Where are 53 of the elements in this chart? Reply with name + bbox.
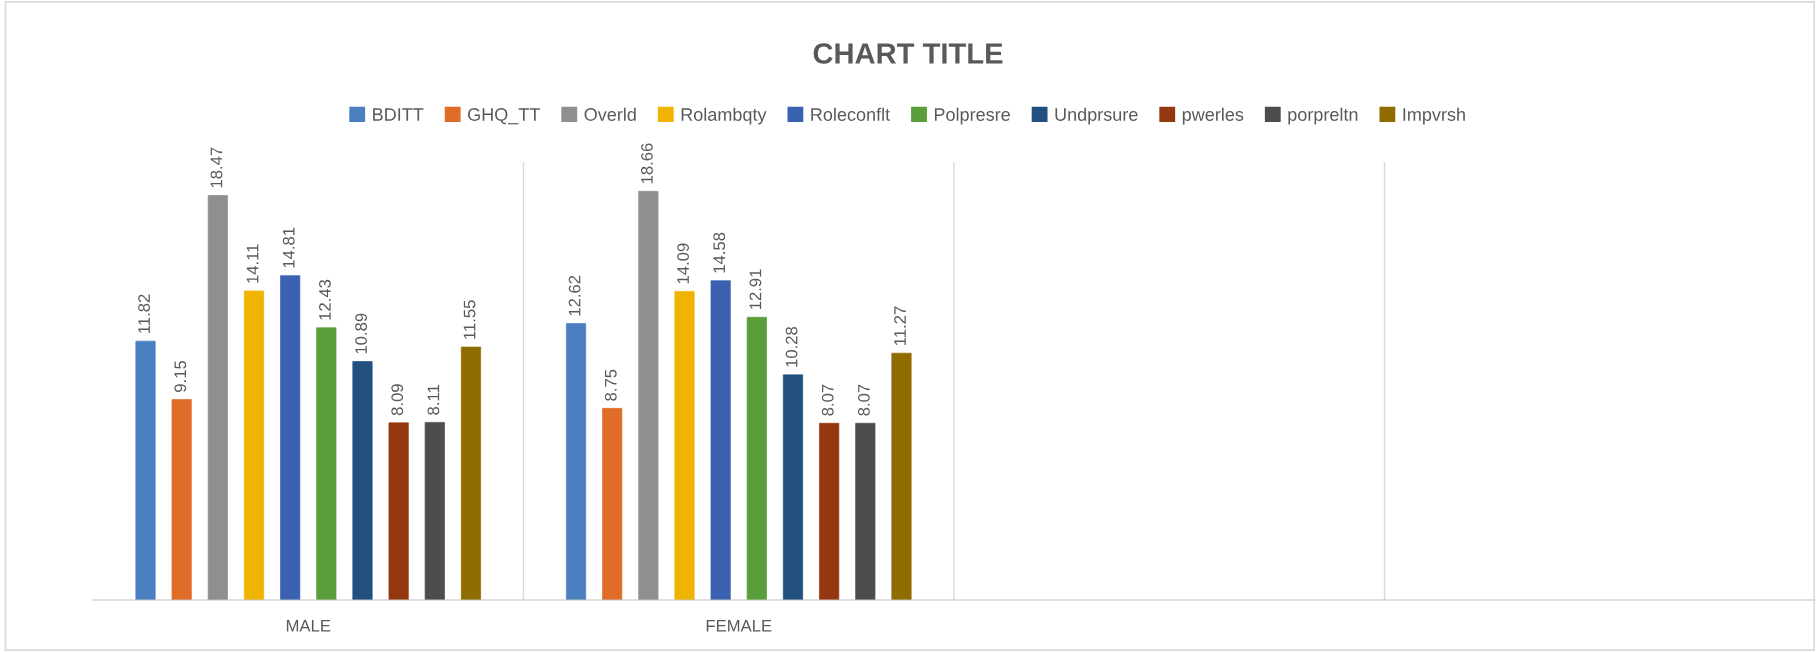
- data-label: 12.91: [749, 269, 762, 310]
- data-label: 12.43: [319, 279, 331, 320]
- legend-label: Overld: [584, 107, 636, 121]
- legend-label: BDITT: [373, 108, 424, 121]
- data-label: 8.07: [857, 384, 870, 416]
- x-tick-label: FEMALE: [706, 620, 772, 632]
- bar: [280, 275, 301, 600]
- bar: [135, 340, 156, 600]
- bar: [638, 191, 659, 600]
- data-label: 12.62: [568, 275, 581, 316]
- bar: [565, 323, 587, 600]
- x-tick-label: MALE: [286, 620, 331, 632]
- legend-label: Rolambqty: [681, 107, 767, 125]
- legend-label: porpreltn: [1288, 107, 1358, 125]
- data-label: 14.58: [713, 232, 726, 273]
- legend-label: Undprsure: [1055, 107, 1138, 125]
- data-label: 8.75: [604, 369, 617, 401]
- data-label: 8.07: [821, 384, 834, 416]
- bar: [388, 422, 409, 600]
- data-label: 18.47: [210, 147, 223, 188]
- data-label: 8.11: [427, 385, 440, 415]
- bar: [782, 374, 804, 600]
- bar: [352, 361, 373, 600]
- data-label: 14.11: [246, 244, 259, 283]
- bar: [710, 280, 731, 600]
- legend-label: Polpresre: [934, 107, 1010, 125]
- bar: [602, 408, 623, 600]
- data-label: 11.27: [894, 306, 906, 345]
- bar: [171, 399, 192, 600]
- bar: [424, 422, 445, 600]
- data-label: 14.09: [677, 243, 689, 284]
- chart-title: CHART TITLE: [813, 43, 1003, 64]
- bar: [746, 316, 767, 600]
- data-label: 11.82: [138, 294, 150, 333]
- data-label: 10.28: [785, 326, 798, 367]
- bar: [674, 291, 695, 600]
- data-label: 9.15: [174, 360, 187, 392]
- bar: [819, 422, 840, 600]
- bar: [855, 422, 876, 600]
- data-label: 18.66: [641, 143, 653, 184]
- data-label: 10.89: [355, 313, 367, 354]
- bar: [316, 327, 337, 600]
- data-label: 11.55: [463, 300, 476, 339]
- legend-label: Impvrsh: [1403, 107, 1465, 125]
- legend-label: Roleconflt: [811, 107, 890, 121]
- legend-label: pwerles: [1182, 107, 1244, 125]
- bar: [891, 352, 912, 600]
- legend-label: GHQ_TT: [468, 108, 540, 125]
- bar: [460, 346, 482, 600]
- bar: [207, 195, 228, 600]
- data-label: 8.09: [391, 384, 404, 416]
- data-label: 14.81: [282, 227, 295, 268]
- bar: [243, 290, 265, 600]
